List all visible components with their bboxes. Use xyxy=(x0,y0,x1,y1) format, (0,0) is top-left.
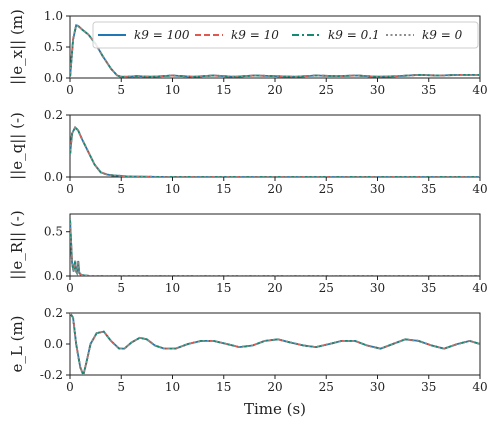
y-tick-label: 0.0 xyxy=(44,170,63,184)
series-line-3 xyxy=(70,313,480,375)
series-line-4 xyxy=(70,125,480,177)
x-tick-label: 30 xyxy=(370,380,385,394)
panels: 0 5 10 15 20 25 30 35 40 0.0 0.5 1.0 ||e_x|| (m) 0 5 10… xyxy=(8,9,488,394)
x-tick-label: 30 xyxy=(370,83,385,97)
x-tick-label: 35 xyxy=(421,281,436,295)
x-tick-label: 40 xyxy=(472,281,487,295)
x-tick-label: 20 xyxy=(267,182,282,196)
panel-2: 0 5 10 15 20 25 30 35 40 0.0 0.2 ||e_q|| (-) xyxy=(8,108,488,196)
plot-frame xyxy=(69,213,481,277)
x-tick-label: 15 xyxy=(216,182,231,196)
y-tick-label: 0.0 xyxy=(44,337,63,351)
y-tick-label: 0.5 xyxy=(44,40,63,54)
x-tick-label: 40 xyxy=(472,380,487,394)
x-tick-label: 15 xyxy=(216,281,231,295)
x-tick-label: 20 xyxy=(267,83,282,97)
x-tick-label: 25 xyxy=(319,380,334,394)
x-tick-label: 30 xyxy=(370,182,385,196)
x-tick-label: 5 xyxy=(117,83,125,97)
legend-label-2: k9 = 10 xyxy=(231,28,279,42)
y-axis-label: ||e_x|| (m) xyxy=(8,9,26,85)
y-tick-label: 0.2 xyxy=(44,108,63,122)
x-tick-label: 5 xyxy=(117,380,125,394)
x-tick-label: 25 xyxy=(319,83,334,97)
y-tick-label: 1.0 xyxy=(44,9,63,23)
x-axis-label: Time (s) xyxy=(244,400,306,418)
y-tick-label: 0.0 xyxy=(44,71,63,85)
x-tick-label: 35 xyxy=(421,83,436,97)
y-axis-label: ||e_q|| (-) xyxy=(8,112,26,180)
series-line-4 xyxy=(70,24,480,78)
y-tick-label: 0.2 xyxy=(44,306,63,320)
x-tick-label: 35 xyxy=(421,380,436,394)
x-tick-label: 20 xyxy=(267,281,282,295)
x-tick-label: 25 xyxy=(319,281,334,295)
y-axis-label: e_L (m) xyxy=(8,315,26,372)
panel-4: 0 5 10 15 20 25 30 35 40 -0.2 0.0 0.2 e_L (m) xyxy=(8,306,488,394)
x-tick-label: 0 xyxy=(66,380,74,394)
series-line-4 xyxy=(70,218,480,276)
x-tick-label: 5 xyxy=(117,281,125,295)
x-tick-label: 10 xyxy=(165,182,180,196)
series-line-2 xyxy=(70,313,480,375)
x-tick-label: 5 xyxy=(117,182,125,196)
y-tick-label: -0.2 xyxy=(40,368,63,382)
x-tick-label: 25 xyxy=(319,182,334,196)
x-tick-label: 10 xyxy=(165,83,180,97)
panel-3: 0 5 10 15 20 25 30 35 40 0.0 0.5 ||e_R|| (-) xyxy=(8,210,488,295)
x-tick-label: 35 xyxy=(421,182,436,196)
x-tick-label: 0 xyxy=(66,83,74,97)
x-tick-label: 15 xyxy=(216,380,231,394)
legend-box xyxy=(92,21,479,49)
y-axis-label: ||e_R|| (-) xyxy=(8,210,26,279)
x-tick-label: 10 xyxy=(165,380,180,394)
y-tick-label: 0.5 xyxy=(44,225,63,239)
legend-label-1: k9 = 100 xyxy=(134,28,190,42)
legend-label-4: k9 = 0 xyxy=(422,28,463,42)
plot-frame xyxy=(69,312,481,376)
x-tick-label: 0 xyxy=(66,281,74,295)
x-tick-label: 10 xyxy=(165,281,180,295)
x-tick-label: 40 xyxy=(472,83,487,97)
legend: k9 = 100 k9 = 10 k9 = 0.1 k9 = 0 xyxy=(92,21,479,49)
plot-frame xyxy=(69,114,481,178)
x-tick-label: 20 xyxy=(267,380,282,394)
legend-label-3: k9 = 0.1 xyxy=(328,28,380,42)
x-tick-label: 40 xyxy=(472,182,487,196)
x-tick-label: 0 xyxy=(66,182,74,196)
x-tick-label: 15 xyxy=(216,83,231,97)
y-tick-label: 0.0 xyxy=(44,269,63,283)
x-tick-label: 30 xyxy=(370,281,385,295)
